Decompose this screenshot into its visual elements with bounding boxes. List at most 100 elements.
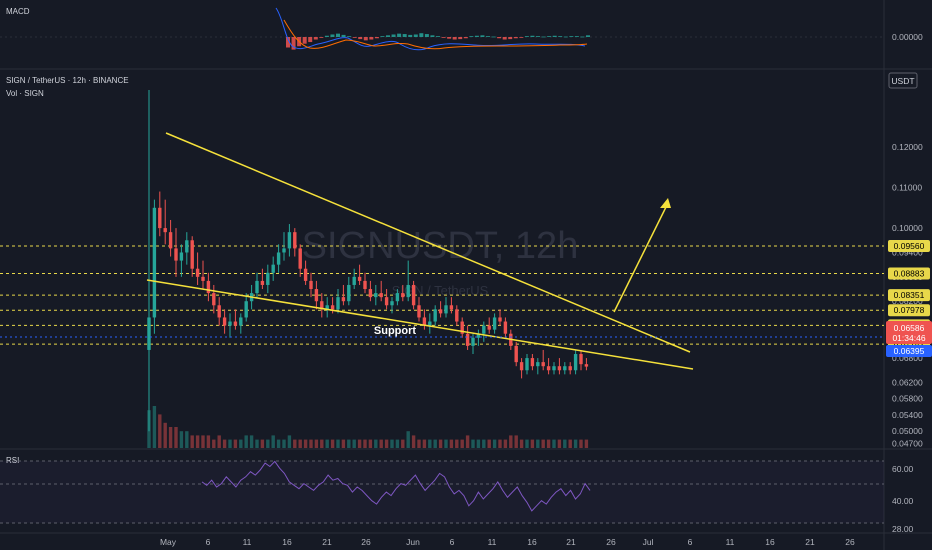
macd-histogram-bar	[469, 36, 474, 37]
wedge-support-line[interactable]	[146, 279, 694, 370]
currency-button[interactable]	[888, 72, 918, 89]
macd-histogram-bar	[574, 36, 579, 37]
candle-body	[185, 240, 189, 253]
macd-pane: MACD 0.00000	[0, 7, 923, 51]
low-marker-value: 0.06395	[894, 346, 925, 356]
volume-bar	[509, 435, 513, 448]
volume-bar	[163, 422, 167, 448]
wedge-resistance-line[interactable]	[165, 132, 691, 353]
symbol-watermark-sub: SIGN / TetherUS	[392, 283, 489, 298]
last-price-badge	[886, 321, 932, 344]
candle-body	[179, 252, 184, 261]
volume-bar	[422, 439, 427, 448]
volume-bar	[249, 435, 254, 448]
currency-label: USDT	[891, 76, 914, 86]
macd-histogram-bar	[447, 37, 452, 39]
volume-bar	[347, 439, 351, 448]
candle-body	[244, 301, 248, 318]
volume-bar	[536, 439, 540, 448]
volume-bar	[217, 435, 221, 448]
candle-body	[314, 289, 319, 302]
volume-bar	[320, 439, 324, 448]
candle-body	[276, 252, 281, 265]
candle-body	[546, 366, 551, 371]
macd-histogram-bar	[408, 34, 413, 37]
candle-body	[336, 297, 340, 310]
candle-body	[379, 293, 383, 298]
macd-histogram-bar	[319, 37, 324, 38]
volume-bar	[368, 439, 373, 448]
candle-body	[460, 321, 464, 334]
time-axis-tick: 26	[606, 537, 616, 547]
candle-body	[498, 317, 502, 322]
last-price-value: 0.06586	[894, 323, 925, 333]
candle-body	[563, 366, 567, 371]
price-level-tag	[888, 304, 930, 317]
price-level-value: 0.07142	[894, 339, 925, 349]
volume-bar	[325, 439, 329, 448]
volume-bar	[352, 439, 356, 448]
candle-body	[514, 345, 518, 363]
time-axis-tick: 6	[206, 537, 211, 547]
volume-bar	[498, 439, 502, 448]
breakout-arrow[interactable]	[613, 202, 669, 313]
volume-bar	[406, 431, 410, 448]
macd-histogram-bar	[558, 36, 563, 37]
symbol-title[interactable]: SIGN / TetherUS · 12h · BINANCE	[6, 76, 129, 85]
macd-histogram-bar	[352, 37, 357, 38]
time-axis-tick: 16	[282, 537, 292, 547]
candle-body	[422, 317, 427, 326]
volume-bar	[455, 439, 459, 448]
volume-bar	[174, 427, 178, 448]
candle-body	[503, 321, 508, 334]
price-axis-tick: 0.11000	[892, 182, 922, 192]
volume-bar	[541, 439, 545, 448]
price-axis-tick: 0.12000	[892, 142, 923, 152]
time-axis-tick: 11	[488, 537, 497, 547]
macd-signal-line	[283, 19, 588, 50]
price-axis-tick: 0.08200	[892, 296, 923, 306]
candle-body	[309, 280, 313, 290]
candle-body	[174, 248, 178, 261]
macd-histogram-bar	[313, 37, 318, 40]
macd-title: MACD	[6, 7, 30, 16]
candle-body	[347, 284, 351, 302]
candle-body	[239, 317, 243, 326]
volume-bar	[449, 439, 454, 448]
volume-bar	[357, 439, 362, 448]
volume-bar	[293, 439, 297, 448]
price-axis-tick: 0.06200	[892, 377, 923, 387]
price-axis-tick: 0.04700	[892, 438, 923, 448]
candle-body	[222, 317, 227, 326]
volume-bar	[239, 439, 243, 448]
candle-body	[260, 280, 265, 285]
volume-bar	[152, 406, 157, 448]
candle-body	[341, 297, 346, 302]
candle-body	[158, 207, 162, 229]
candle-body	[303, 268, 308, 281]
volume-bar	[433, 439, 437, 448]
candle-body	[147, 317, 151, 350]
price-axis-tick: 0.05800	[892, 394, 923, 404]
volume-bar	[584, 439, 589, 448]
candle-body	[482, 325, 486, 334]
rsi-pane: RSI 60.00 40.00 28.00	[0, 456, 914, 534]
volume-bar	[282, 439, 286, 448]
time-axis-tick: 6	[450, 537, 455, 547]
volume-bar	[336, 439, 340, 448]
macd-histogram-bar	[374, 37, 379, 39]
candle-body	[163, 228, 167, 233]
price-axis-tick: 0.06800	[892, 353, 923, 363]
candle-body	[368, 289, 373, 298]
candle-body	[201, 276, 205, 281]
macd-histogram-bar	[330, 34, 335, 37]
volume-bar	[255, 439, 259, 448]
volume-label[interactable]: Vol · SIGN	[6, 89, 44, 98]
volume-bar	[411, 435, 416, 448]
volume-bar	[492, 439, 497, 448]
volume-bar	[401, 439, 405, 448]
rsi-line	[201, 460, 591, 512]
price-pane: SIGN / TetherUS · 12h · BINANCE Vol · SI…	[0, 72, 932, 448]
macd-histogram-bar	[419, 33, 424, 37]
